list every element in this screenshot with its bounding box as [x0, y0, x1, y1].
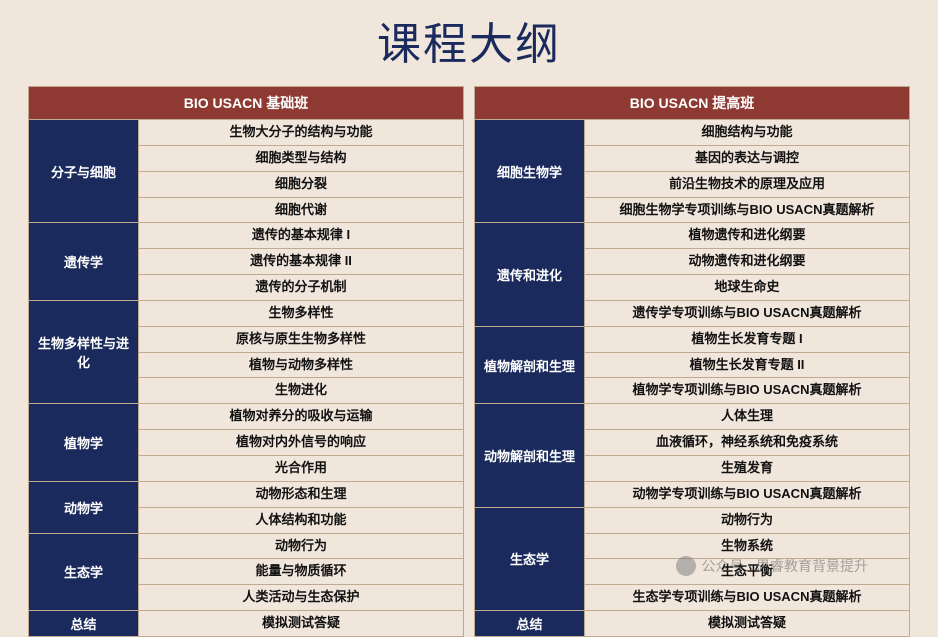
topic-cell: 遗传的基本规律 II [139, 249, 464, 275]
topic-cell: 植物生长发育专题 I [585, 326, 910, 352]
topic-cell: 细胞分裂 [139, 171, 464, 197]
topic-cell: 基因的表达与调控 [585, 145, 910, 171]
topic-cell: 模拟测试答疑 [585, 611, 910, 637]
watermark: 公众号 · 思睿教育背景提升 [676, 556, 868, 576]
table-header: BIO USACN 基础班 [29, 87, 464, 120]
topic-cell: 动物形态和生理 [139, 481, 464, 507]
topic-cell: 植物与动物多样性 [139, 352, 464, 378]
topic-cell: 原核与原生生物多样性 [139, 326, 464, 352]
category-cell: 分子与细胞 [29, 120, 139, 223]
table-row: 植物解剖和生理植物生长发育专题 I [475, 326, 910, 352]
table-header: BIO USACN 提高班 [475, 87, 910, 120]
topic-cell: 生物多样性 [139, 300, 464, 326]
topic-cell: 细胞生物学专项训练与BIO USACN真题解析 [585, 197, 910, 223]
topic-cell: 遗传的基本规律 I [139, 223, 464, 249]
syllabus-table-advanced: BIO USACN 提高班细胞生物学细胞结构与功能基因的表达与调控前沿生物技术的… [474, 86, 910, 637]
table-row: 细胞生物学细胞结构与功能 [475, 120, 910, 146]
topic-cell: 遗传学专项训练与BIO USACN真题解析 [585, 300, 910, 326]
wechat-icon [676, 556, 696, 576]
topic-cell: 细胞类型与结构 [139, 145, 464, 171]
topic-cell: 生殖发育 [585, 455, 910, 481]
category-cell: 细胞生物学 [475, 120, 585, 223]
category-cell: 生物多样性与进化 [29, 300, 139, 403]
topic-cell: 生物大分子的结构与功能 [139, 120, 464, 146]
category-cell: 遗传和进化 [475, 223, 585, 326]
topic-cell: 地球生命史 [585, 275, 910, 301]
table-row: 遗传学遗传的基本规律 I [29, 223, 464, 249]
category-cell: 遗传学 [29, 223, 139, 301]
page-title: 课程大纲 [0, 0, 938, 86]
table-row: 动物学动物形态和生理 [29, 481, 464, 507]
category-cell: 总结 [475, 611, 585, 637]
table-row: 植物学植物对养分的吸收与运输 [29, 404, 464, 430]
topic-cell: 人类活动与生态保护 [139, 585, 464, 611]
table-row: 生态学动物行为 [29, 533, 464, 559]
topic-cell: 血液循环，神经系统和免疫系统 [585, 430, 910, 456]
table-row: 总结模拟测试答疑 [475, 611, 910, 637]
topic-cell: 光合作用 [139, 455, 464, 481]
category-cell: 动物学 [29, 481, 139, 533]
topic-cell: 生物系统 [585, 533, 910, 559]
topic-cell: 动物行为 [139, 533, 464, 559]
category-cell: 生态学 [475, 507, 585, 610]
topic-cell: 细胞结构与功能 [585, 120, 910, 146]
topic-cell: 植物生长发育专题 II [585, 352, 910, 378]
topic-cell: 植物对养分的吸收与运输 [139, 404, 464, 430]
topic-cell: 动物遗传和进化纲要 [585, 249, 910, 275]
topic-cell: 能量与物质循环 [139, 559, 464, 585]
topic-cell: 人体生理 [585, 404, 910, 430]
category-cell: 动物解剖和生理 [475, 404, 585, 507]
table-row: 生物多样性与进化生物多样性 [29, 300, 464, 326]
watermark-text: 公众号 · 思睿教育背景提升 [702, 556, 868, 576]
category-cell: 植物学 [29, 404, 139, 482]
table-row: 生态学动物行为 [475, 507, 910, 533]
topic-cell: 植物遗传和进化纲要 [585, 223, 910, 249]
tables-container: BIO USACN 基础班分子与细胞生物大分子的结构与功能细胞类型与结构细胞分裂… [0, 86, 938, 637]
category-cell: 植物解剖和生理 [475, 326, 585, 404]
topic-cell: 动物行为 [585, 507, 910, 533]
category-cell: 生态学 [29, 533, 139, 611]
topic-cell: 前沿生物技术的原理及应用 [585, 171, 910, 197]
table-row: 动物解剖和生理人体生理 [475, 404, 910, 430]
category-cell: 总结 [29, 611, 139, 637]
topic-cell: 植物对内外信号的响应 [139, 430, 464, 456]
topic-cell: 人体结构和功能 [139, 507, 464, 533]
syllabus-table-basic: BIO USACN 基础班分子与细胞生物大分子的结构与功能细胞类型与结构细胞分裂… [28, 86, 464, 637]
topic-cell: 生物进化 [139, 378, 464, 404]
table-row: 遗传和进化植物遗传和进化纲要 [475, 223, 910, 249]
table-row: 分子与细胞生物大分子的结构与功能 [29, 120, 464, 146]
topic-cell: 植物学专项训练与BIO USACN真题解析 [585, 378, 910, 404]
topic-cell: 遗传的分子机制 [139, 275, 464, 301]
topic-cell: 细胞代谢 [139, 197, 464, 223]
topic-cell: 动物学专项训练与BIO USACN真题解析 [585, 481, 910, 507]
topic-cell: 模拟测试答疑 [139, 611, 464, 637]
table-row: 总结模拟测试答疑 [29, 611, 464, 637]
topic-cell: 生态学专项训练与BIO USACN真题解析 [585, 585, 910, 611]
